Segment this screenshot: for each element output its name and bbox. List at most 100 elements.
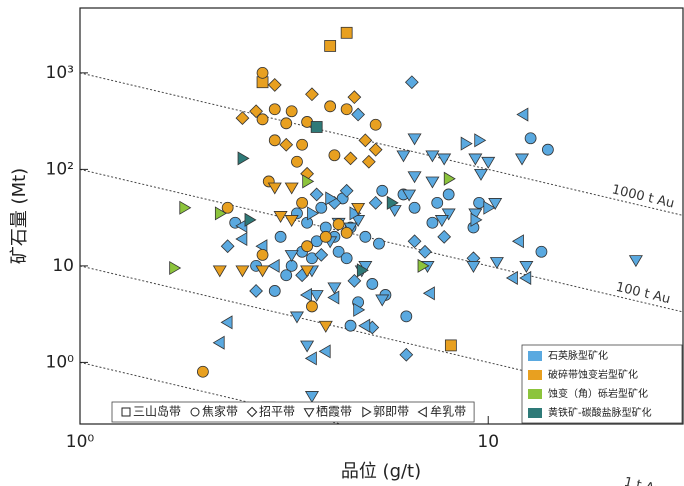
contour-line [80, 72, 683, 216]
data-point [460, 136, 473, 151]
data-point [318, 344, 331, 359]
y-tick-label: 10² [46, 159, 74, 179]
data-point [284, 215, 299, 227]
data-point [474, 133, 487, 148]
data-point [349, 206, 362, 221]
data-point [324, 100, 337, 113]
data-point [489, 257, 504, 270]
legend-label: 蚀变（角）砾岩型矿化 [548, 387, 648, 400]
data-point [179, 200, 192, 215]
data-point [353, 302, 366, 317]
legend-marker [246, 406, 258, 418]
data-point [417, 258, 430, 273]
data-point [443, 171, 456, 186]
data-point [299, 287, 312, 302]
data-point [422, 286, 435, 301]
y-tick-label: 10⁰ [46, 352, 75, 372]
data-point [396, 150, 411, 163]
legend-box [111, 401, 475, 423]
contour-label: 1000 t Au [610, 182, 675, 211]
data-point [268, 134, 281, 147]
data-point [481, 156, 496, 169]
data-point [300, 265, 315, 278]
data-point [425, 150, 440, 163]
data-point [351, 107, 365, 122]
data-point [302, 174, 315, 189]
legend-label: 三山岛带 [133, 404, 181, 419]
data-point [466, 261, 481, 274]
points [169, 26, 643, 414]
legend-label: 石英脉型矿化 [548, 349, 608, 362]
data-point [408, 201, 421, 214]
data-point [340, 26, 353, 39]
axes-frame [79, 7, 684, 425]
data-point [442, 188, 455, 201]
data-point [347, 90, 362, 105]
data-point [235, 111, 250, 125]
data-point [221, 201, 234, 214]
data-point [524, 132, 537, 145]
data-point [366, 278, 379, 290]
data-point [327, 290, 340, 305]
legend-label: 招平带 [259, 405, 295, 419]
data-point [407, 234, 422, 249]
data-point [279, 137, 294, 152]
data-point [255, 265, 270, 278]
data-point [268, 103, 281, 116]
data-point [235, 265, 250, 278]
data-point [468, 153, 483, 166]
data-point [309, 187, 324, 202]
y-tick-label: 10³ [46, 63, 74, 83]
data-point [328, 149, 341, 162]
data-point [318, 320, 333, 333]
data-point [373, 237, 385, 250]
data-point [407, 171, 422, 184]
data-point [426, 216, 439, 229]
y-axis-title: 矿石量 (Mt) [9, 168, 30, 264]
data-point [300, 340, 315, 353]
data-point [212, 335, 225, 350]
data-point [169, 261, 182, 276]
data-point [284, 182, 299, 195]
data-point [444, 339, 457, 352]
data-point [220, 239, 235, 254]
data-point [235, 218, 248, 233]
data-point [407, 133, 422, 146]
data-point [306, 252, 318, 265]
data-point [332, 218, 345, 231]
data-point [340, 226, 353, 239]
data-point [249, 104, 263, 119]
legend-marker [362, 406, 372, 418]
data-point [214, 206, 227, 221]
data-point [375, 294, 390, 307]
data-point [309, 290, 324, 303]
data-point [315, 201, 328, 214]
x-axis-title: 品位 (g/t) [341, 461, 421, 482]
data-point [470, 212, 483, 227]
data-point [519, 270, 532, 285]
data-point [256, 248, 269, 261]
data-point [514, 153, 530, 166]
data-point [344, 319, 357, 332]
data-point [319, 230, 332, 243]
data-point [327, 282, 342, 295]
data-point [361, 154, 376, 169]
shape-legend: 三山岛带 焦家带 招平带 栖霞带 郭即带 牟乳带 [111, 401, 475, 423]
legend-label: 郭即带 [373, 405, 409, 419]
data-point [305, 87, 319, 102]
legend-marker [190, 407, 200, 417]
data-point [437, 229, 452, 244]
data-point [628, 255, 643, 268]
data-point [376, 184, 389, 197]
data-point [368, 195, 383, 210]
data-point [516, 107, 529, 122]
data-point [400, 310, 413, 323]
data-point [256, 113, 269, 126]
data-point [535, 245, 548, 258]
data-point [473, 168, 489, 181]
data-point [267, 78, 282, 92]
data-point [437, 153, 452, 166]
legend-swatch [528, 389, 542, 399]
data-point [441, 208, 456, 221]
